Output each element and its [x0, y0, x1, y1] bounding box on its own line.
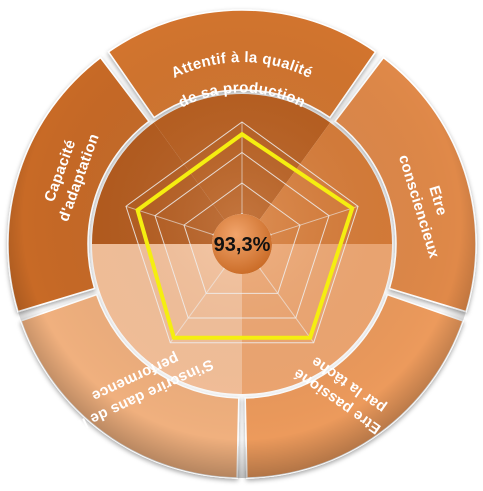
center-hub: [212, 214, 272, 274]
center-value: 93,3%: [214, 234, 271, 256]
series-polygon-1: [135, 131, 355, 340]
grid-ring-3: [154, 151, 330, 319]
radar-series: [135, 131, 355, 340]
grid-ring-4: [125, 121, 359, 344]
grid-ring-2: [183, 182, 301, 294]
